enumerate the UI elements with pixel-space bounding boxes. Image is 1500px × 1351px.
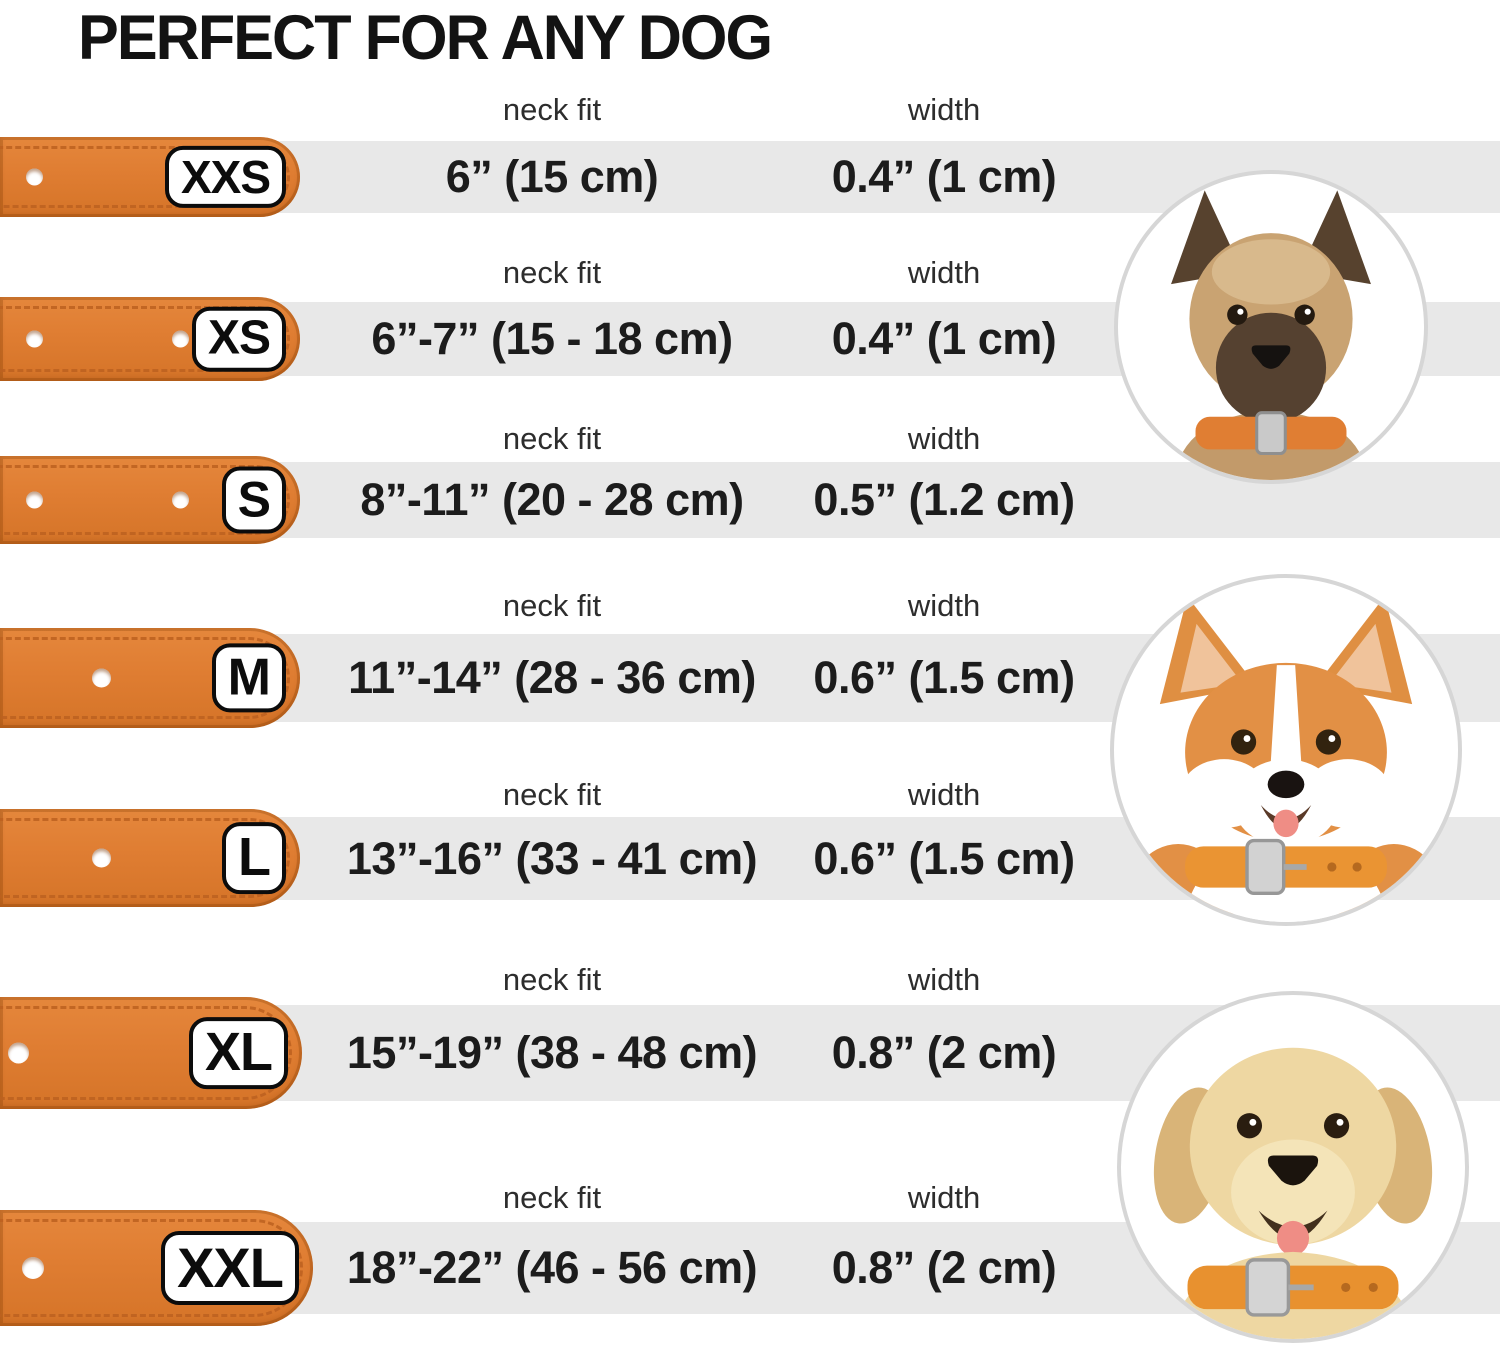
column-header-neck-fit: neck fit: [502, 421, 602, 456]
page-title: PERFECT FOR ANY DOG: [78, 3, 773, 73]
collar-stitching: [0, 637, 290, 719]
width-value: 0.6” (1.5 cm): [813, 652, 1075, 703]
width-value: 0.4” (1 cm): [831, 151, 1057, 202]
width-value: 0.4” (1 cm): [831, 313, 1057, 364]
size-badge: S: [221, 466, 286, 534]
column-header-neck-fit: neck fit: [502, 962, 602, 997]
neck-fit-value: 6”-7” (15 - 18 cm): [371, 313, 733, 364]
collar-stitching: [0, 146, 290, 208]
terrier-illustration: [1171, 190, 1371, 480]
column-header-width: width: [907, 588, 981, 623]
collar-hole: [26, 491, 43, 509]
size-badge: L: [222, 822, 286, 894]
width-value: 0.8” (2 cm): [831, 1027, 1057, 1078]
size-badge: M: [211, 643, 286, 713]
collar-hole: [92, 668, 111, 688]
width-value: 0.6” (1.5 cm): [813, 832, 1075, 884]
collar-hole: [172, 330, 189, 348]
collar-stitching: [0, 818, 290, 898]
collar-illustration: XXL: [0, 1210, 313, 1326]
neck-fit-value: 15”-19” (38 - 48 cm): [346, 1027, 758, 1078]
corgi-illustration: [1123, 596, 1449, 922]
dog-photo-terrier: [1114, 170, 1428, 484]
neck-fit-value: 11”-14” (28 - 36 cm): [348, 652, 756, 703]
column-header-neck-fit: neck fit: [502, 777, 602, 812]
column-header-neck-fit: neck fit: [502, 588, 602, 623]
size-badge: XXS: [164, 145, 286, 209]
collar-hole: [8, 1042, 29, 1064]
dog-photo-labrador: [1117, 991, 1469, 1343]
column-header-width: width: [907, 421, 981, 456]
collar-stitching: [0, 306, 290, 372]
collar-hole: [22, 1257, 44, 1279]
collar-illustration: XXS: [0, 137, 300, 217]
neck-fit-value: 13”-16” (33 - 41 cm): [346, 832, 758, 884]
collar-illustration: XL: [0, 997, 302, 1109]
dog-photo-corgi: [1110, 574, 1462, 926]
width-value: 0.5” (1.2 cm): [813, 474, 1075, 525]
size-badge: XXL: [161, 1230, 299, 1306]
column-header-width: width: [907, 777, 981, 812]
collar-illustration: L: [0, 809, 300, 907]
column-header-neck-fit: neck fit: [502, 92, 602, 127]
collar-hole: [26, 330, 43, 348]
collar-hole: [172, 491, 189, 509]
column-header-neck-fit: neck fit: [502, 1180, 602, 1215]
collar-stitching: [0, 465, 290, 535]
collar-stitching: [0, 1006, 292, 1100]
column-header-width: width: [907, 962, 981, 997]
column-header-width: width: [907, 92, 981, 127]
neck-fit-value: 8”-11” (20 - 28 cm): [360, 474, 744, 525]
collar-illustration: XS: [0, 297, 300, 381]
column-header-width: width: [907, 1180, 981, 1215]
column-header-width: width: [907, 255, 981, 290]
collar-illustration: M: [0, 628, 300, 728]
collar-stitching: [0, 1219, 303, 1317]
neck-fit-value: 6” (15 cm): [445, 151, 659, 202]
collar-illustration: S: [0, 456, 300, 544]
width-value: 0.8” (2 cm): [831, 1242, 1057, 1293]
size-badge: XS: [191, 306, 286, 372]
labrador-illustration: [1153, 1047, 1433, 1339]
collar-hole: [26, 168, 43, 186]
collar-hole: [92, 848, 111, 868]
size-badge: XL: [188, 1017, 288, 1089]
neck-fit-value: 18”-22” (46 - 56 cm): [346, 1242, 758, 1293]
column-header-neck-fit: neck fit: [502, 255, 602, 290]
